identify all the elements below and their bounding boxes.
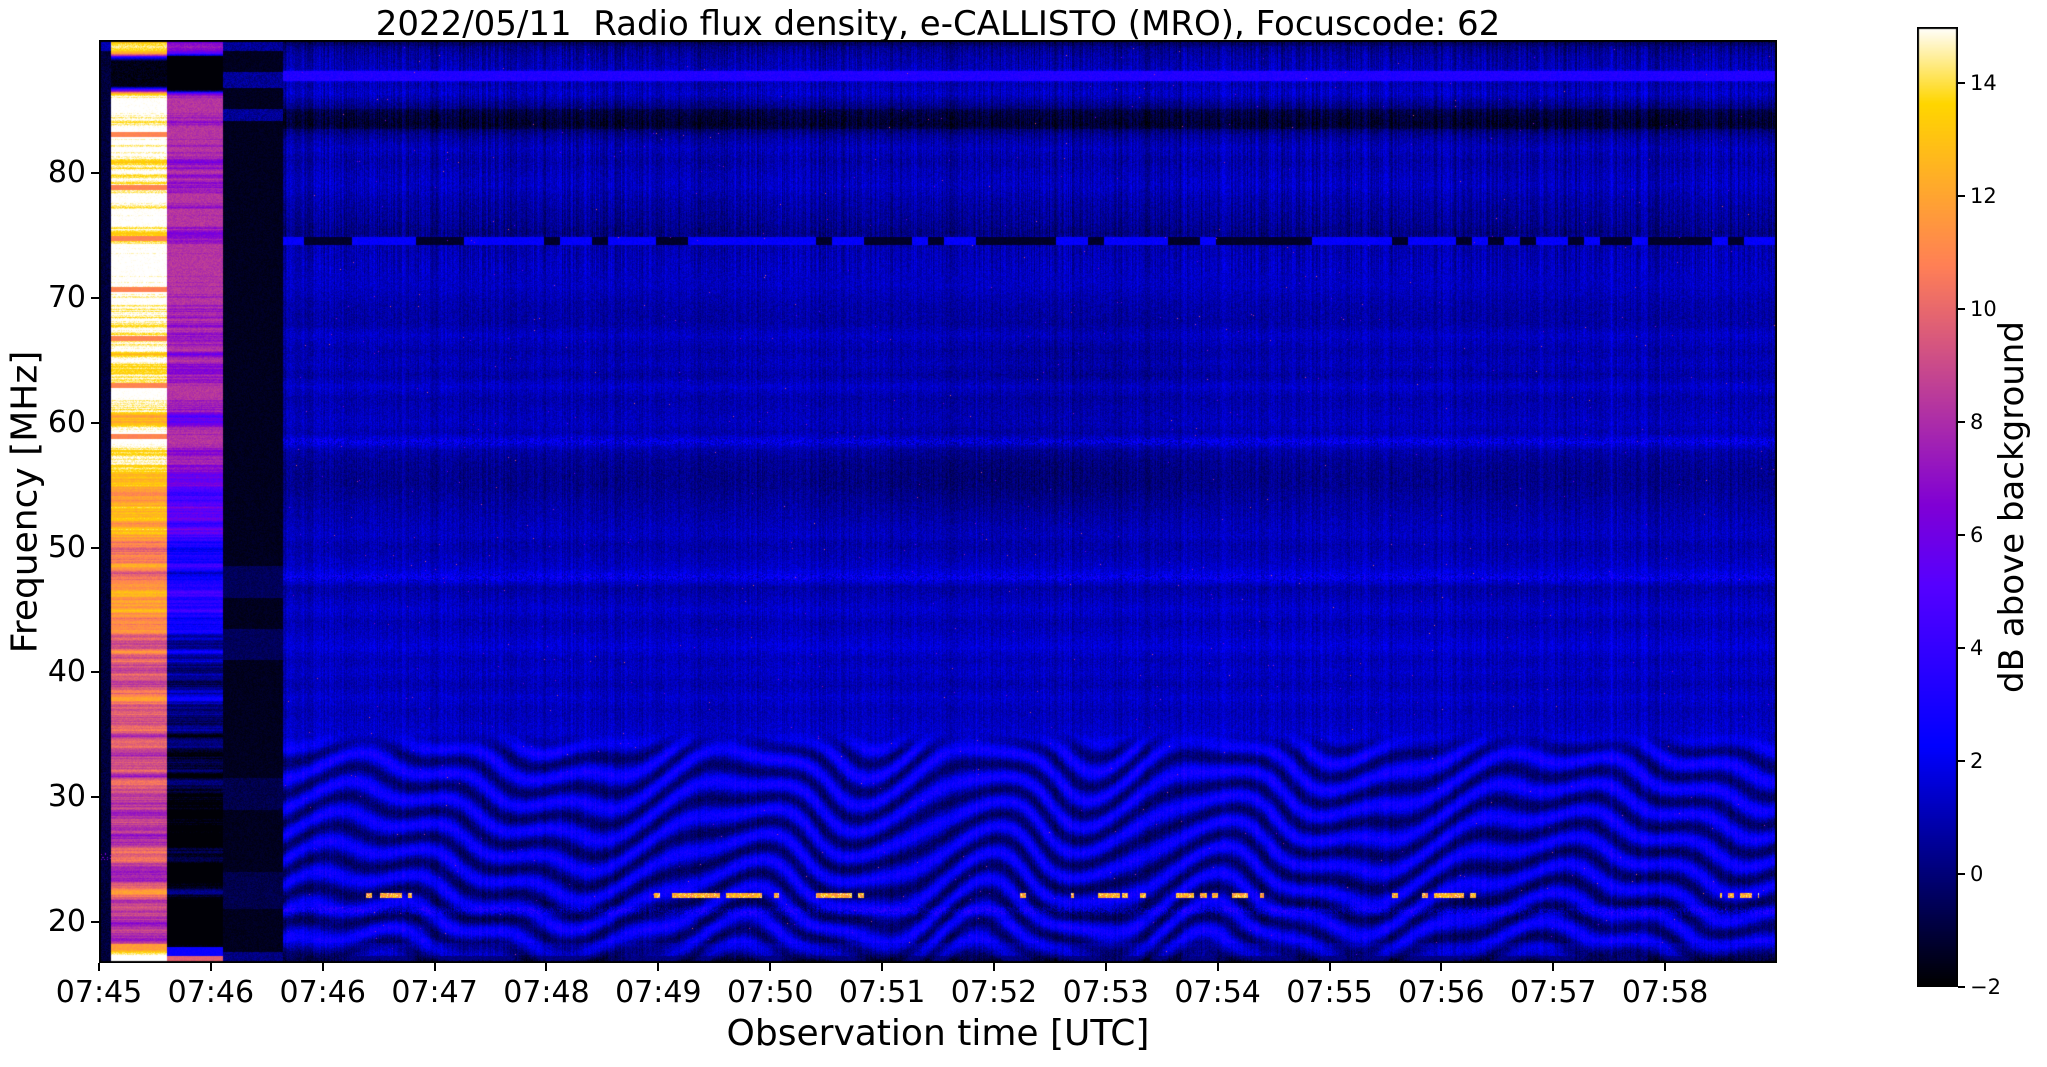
x-tick-label: 07:45 — [55, 975, 143, 1010]
y-tick-mark — [91, 920, 99, 923]
colorbar-tick-mark — [1958, 308, 1965, 311]
x-tick-mark — [881, 963, 884, 971]
spectrogram-heatmap — [99, 40, 1777, 963]
x-tick-mark — [433, 963, 436, 971]
y-tick-mark — [91, 671, 99, 674]
x-tick-mark — [769, 963, 772, 971]
colorbar-tick-mark — [1958, 195, 1965, 198]
x-tick-label: 07:51 — [838, 975, 926, 1010]
y-tick-mark — [91, 297, 99, 300]
x-tick-label: 07:49 — [615, 975, 702, 1010]
colorbar — [1917, 27, 1958, 987]
x-tick-mark — [321, 963, 324, 971]
colorbar-tick-mark — [1958, 986, 1965, 988]
x-tick-mark — [209, 963, 212, 971]
y-tick-mark — [91, 172, 99, 175]
colorbar-tick-mark — [1958, 873, 1965, 876]
colorbar-tick-mark — [1958, 82, 1965, 85]
colorbar-tick-label: 10 — [1970, 297, 1997, 322]
colorbar-tick-mark — [1958, 760, 1965, 763]
colorbar-tick-label: 4 — [1970, 636, 1984, 661]
x-tick-label: 07:55 — [1286, 975, 1373, 1010]
colorbar-tick-label: 12 — [1970, 184, 1997, 209]
x-tick-mark — [1216, 963, 1219, 971]
x-tick-label: 07:52 — [950, 975, 1038, 1010]
x-tick-label: 07:47 — [391, 975, 478, 1010]
x-tick-label: 07:57 — [1510, 975, 1597, 1010]
colorbar-tick-mark — [1958, 421, 1965, 424]
x-tick-label: 07:53 — [1062, 975, 1150, 1010]
colorbar-tick-label: 6 — [1970, 523, 1984, 548]
x-axis-label: Observation time [UTC] — [726, 1013, 1150, 1054]
y-tick-mark — [91, 546, 99, 549]
x-tick-mark — [1440, 963, 1443, 971]
y-tick-label: 40 — [47, 654, 86, 690]
x-tick-mark — [657, 963, 660, 971]
y-tick-mark — [91, 421, 99, 424]
y-tick-label: 30 — [47, 779, 86, 815]
x-tick-mark — [1328, 963, 1331, 971]
x-tick-mark — [1104, 963, 1107, 971]
x-tick-mark — [98, 963, 100, 971]
x-tick-mark — [1552, 963, 1555, 971]
colorbar-tick-mark — [1958, 534, 1965, 537]
x-tick-label: 07:50 — [726, 975, 814, 1010]
x-tick-mark — [1664, 963, 1667, 971]
y-tick-mark — [91, 796, 99, 799]
colorbar-tick-label: 2 — [1970, 749, 1984, 774]
colorbar-tick-label: −2 — [1970, 975, 2001, 999]
colorbar-tick-label: 8 — [1970, 410, 1984, 435]
y-tick-label: 60 — [47, 404, 86, 440]
x-tick-label: 07:48 — [503, 975, 590, 1010]
y-tick-label: 70 — [47, 280, 86, 316]
x-tick-label: 07:46 — [279, 975, 366, 1010]
y-tick-label: 80 — [47, 155, 86, 191]
x-tick-mark — [545, 963, 548, 971]
colorbar-tick-label: 14 — [1970, 71, 1997, 96]
x-tick-label: 07:46 — [167, 975, 255, 1010]
colorbar-tick-label: 0 — [1970, 862, 1984, 887]
colorbar-tick-mark — [1958, 647, 1965, 650]
x-tick-mark — [992, 963, 995, 971]
y-tick-label: 50 — [47, 529, 86, 565]
x-tick-label: 07:54 — [1174, 975, 1261, 1010]
x-tick-label: 07:56 — [1398, 975, 1485, 1010]
colorbar-label: dB above background — [1992, 321, 2032, 693]
y-axis-label: Frequency [MHz] — [4, 350, 46, 654]
chart-title: 2022/05/11 Radio flux density, e-CALLIST… — [375, 4, 1501, 44]
x-tick-label: 07:58 — [1621, 975, 1709, 1010]
y-tick-label: 20 — [47, 903, 86, 939]
